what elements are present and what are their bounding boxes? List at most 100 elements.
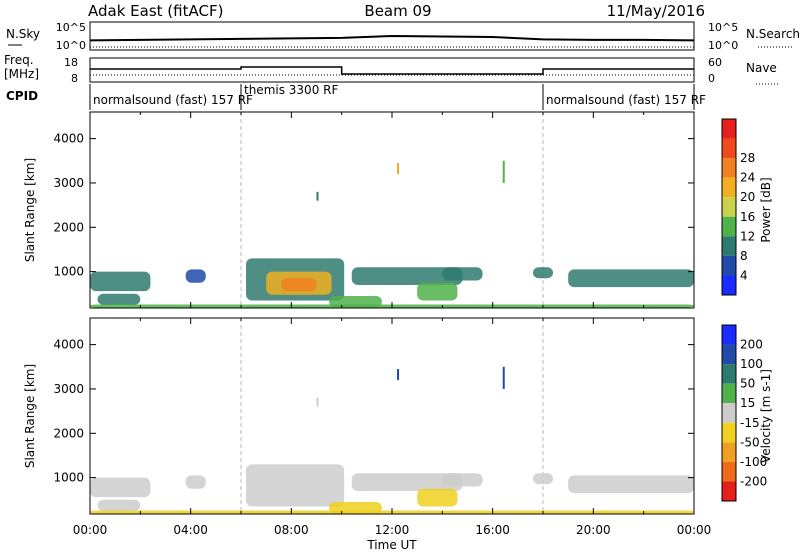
colorbar-swatch — [722, 177, 736, 198]
scatter-region — [568, 475, 694, 494]
colorbar-tick-label: 15 — [740, 396, 755, 410]
colorbar-swatch — [722, 442, 736, 462]
y-tick-label: 2000 — [53, 426, 84, 440]
scatter-streak — [502, 160, 505, 183]
cpid-segment-label: normalsound (fast) 157 RF — [546, 93, 706, 107]
scatter-region — [351, 267, 463, 285]
x-tick-label: 08:00 — [274, 523, 309, 537]
freq-right-tick-top: 60 — [708, 56, 722, 69]
colorbar-swatch — [722, 275, 736, 295]
colorbar-swatch — [722, 325, 736, 345]
y-tick-label: 4000 — [53, 132, 84, 146]
scatter-region — [568, 269, 694, 288]
power-panel: 1000 2000 3000 4000 Slant Range [km] 4 8 12 16… — [23, 111, 773, 309]
noise-right-label: N.Search — [746, 27, 800, 41]
noise-right-tick-top: 10^5 — [708, 21, 738, 34]
velocity-panel: 1000 2000 3000 4000 00:00 04:00 08:00 12:00 16:0… — [23, 317, 773, 552]
scatter-region — [97, 293, 141, 305]
scatter-region — [532, 473, 554, 485]
colorbar-tick-label: -100 — [740, 455, 767, 469]
x-tick-label: 04:00 — [173, 523, 208, 537]
y-tick-label: 1000 — [53, 471, 84, 485]
colorbar-tick-label: 4 — [740, 268, 748, 282]
y-tick-label: 1000 — [53, 265, 84, 279]
y-tick-label: 3000 — [53, 382, 84, 396]
colorbar-swatch — [722, 403, 736, 423]
colorbar-tick-label: -50 — [740, 435, 760, 449]
cpid-segment-label: themis 3300 RF — [244, 83, 338, 97]
scatter-region — [90, 477, 151, 498]
colorbar-swatch — [722, 119, 736, 139]
noise-right-tick-bottom: 10^0 — [708, 39, 738, 52]
scatter-region — [281, 277, 317, 292]
velocity-colorbar-label: Velocity [m s-1] — [759, 369, 773, 463]
colorbar-frame — [721, 118, 737, 296]
velocity-ylabel: Slant Range [km] — [23, 364, 37, 468]
colorbar-tick-label: 20 — [740, 190, 755, 204]
colorbar-tick-label: 24 — [740, 171, 755, 185]
freq-left-tick-top: 18 — [64, 56, 78, 69]
colorbar-swatch — [722, 364, 736, 384]
scatter-region — [532, 267, 554, 279]
colorbar-tick-label: 200 — [740, 338, 763, 352]
noise-left-tick-bottom: 10^0 — [56, 39, 86, 52]
y-tick-label: 4000 — [53, 338, 84, 352]
colorbar-swatch — [722, 216, 736, 237]
noise-panel: N.Sky 10^5 10^0 10^5 10^0 N.Search — [6, 21, 800, 52]
colorbar-swatch — [722, 461, 736, 482]
colorbar-tick-label: 16 — [740, 210, 755, 224]
scatter-region — [417, 282, 458, 301]
noise-series-line — [89, 34, 695, 42]
scatter-streak — [316, 191, 319, 201]
freq-right-label: Nave — [746, 61, 777, 75]
colorbar-tick-label: -15 — [740, 416, 760, 430]
colorbar-tick-label: 28 — [740, 151, 755, 165]
noise-left-label: N.Sky — [6, 27, 40, 41]
colorbar-swatch — [722, 255, 736, 276]
y-tick-label: 3000 — [53, 176, 84, 190]
noise-left-tick-top: 10^5 — [56, 21, 86, 34]
scatter-streak — [502, 366, 505, 389]
colorbar-swatch — [722, 197, 736, 217]
colorbar-tick-label: 12 — [740, 229, 755, 243]
colorbar-swatch — [722, 383, 736, 404]
scatter-region — [329, 296, 382, 308]
x-tick-label: 00:00 — [677, 523, 712, 537]
scatter-region — [442, 267, 483, 281]
beam-title: Beam 09 — [364, 2, 431, 20]
colorbar-swatch — [722, 481, 736, 501]
freq-right-tick-bottom: 0 — [708, 72, 715, 85]
colorbar-swatch — [722, 138, 736, 159]
scatter-region — [246, 464, 345, 507]
colorbar-swatch — [722, 236, 736, 256]
colorbar-swatch — [722, 158, 736, 178]
colorbar-swatch — [722, 344, 736, 365]
scatter-region — [329, 502, 382, 514]
y-tick-label: 2000 — [53, 220, 84, 234]
power-colorbar-label: Power [dB] — [759, 177, 773, 242]
scatter-streak — [397, 162, 400, 175]
cpid-label: CPID — [6, 89, 38, 103]
colorbar-tick-label: 100 — [740, 357, 763, 371]
colorbar-swatch — [722, 422, 736, 443]
scatter-region — [90, 271, 151, 292]
scatter-region — [185, 269, 206, 283]
scatter-region — [185, 475, 206, 489]
scatter-region — [442, 473, 483, 487]
station-title: Adak East (fitACF) — [88, 2, 223, 20]
freq-left-unit: [MHz] — [4, 67, 39, 81]
date-title: 11/May/2016 — [607, 2, 705, 20]
scatter-region — [351, 473, 463, 491]
freq-left-label: Freq. — [4, 53, 34, 67]
cpid-segment-label: normalsound (fast) 157 RF — [93, 93, 253, 107]
colorbar-tick-label: -200 — [740, 474, 767, 488]
scatter-region — [97, 499, 141, 511]
colorbar-tick-label: 8 — [740, 249, 748, 263]
scatter-streak — [316, 397, 319, 407]
colorbar-tick-label: 50 — [740, 377, 755, 391]
frequency-panel: Freq. [MHz] 18 8 60 0 Nave — [4, 53, 780, 85]
colorbar-frame — [721, 324, 737, 502]
x-tick-label: 16:00 — [475, 523, 510, 537]
